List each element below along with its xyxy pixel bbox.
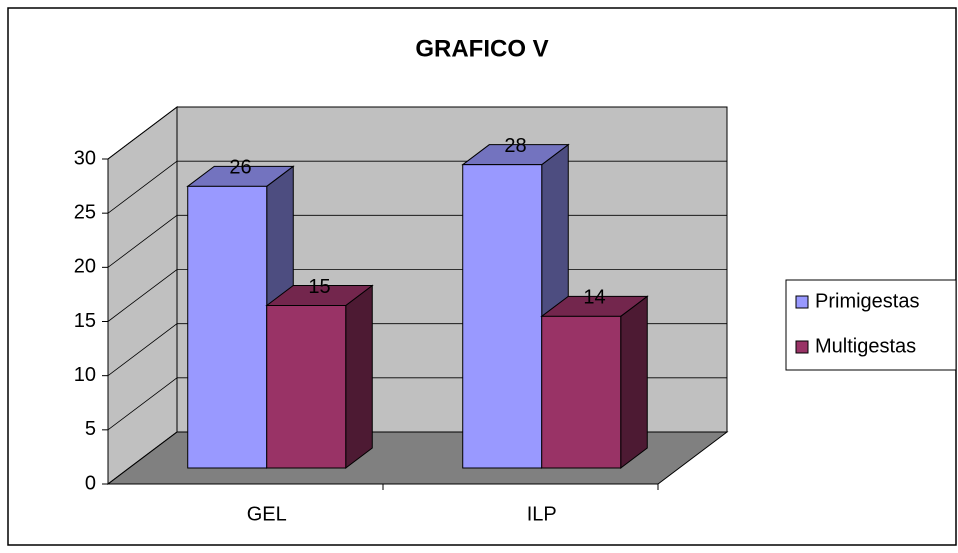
data-label: 28 (504, 135, 526, 157)
bar (462, 164, 543, 469)
chart-title: GRAFICO V (415, 35, 548, 62)
grid-line (107, 106, 727, 160)
legend-box (785, 279, 957, 371)
bar-side (345, 284, 373, 470)
y-tick-label: 20 (74, 256, 96, 278)
bar (541, 315, 622, 469)
bar (187, 185, 268, 469)
y-tick-label: 10 (74, 364, 96, 386)
y-tick-label: 0 (85, 472, 96, 494)
y-tick-label: 30 (74, 147, 96, 169)
x-tick-label: GEL (247, 503, 287, 525)
bar-side (620, 295, 648, 470)
legend-label: Multigestas (815, 335, 916, 357)
y-tick-label: 5 (85, 418, 96, 440)
y-tick-label: 25 (74, 201, 96, 223)
y-tick-label: 15 (74, 310, 96, 332)
legend-label: Primigestas (815, 290, 919, 312)
legend-swatch (795, 340, 809, 354)
bar (266, 305, 347, 469)
x-tick-label: ILP (527, 503, 557, 525)
data-label: 14 (583, 287, 605, 309)
data-label: 26 (229, 157, 251, 179)
data-label: 15 (308, 276, 330, 298)
legend-swatch (795, 295, 809, 309)
